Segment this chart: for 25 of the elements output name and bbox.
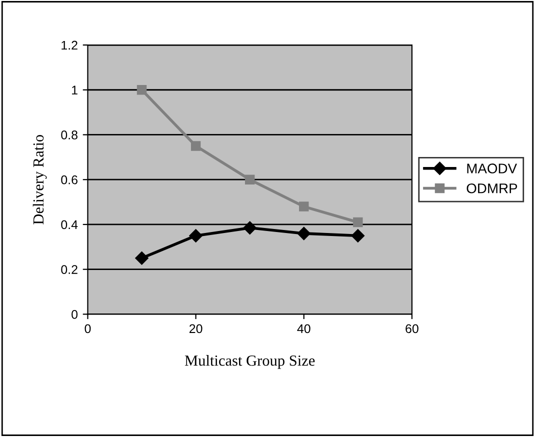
y-tick-label: 0.4	[61, 220, 78, 230]
point	[244, 174, 255, 184]
x-tick-label: 40	[297, 324, 310, 334]
legend-label: MAODV	[467, 164, 517, 174]
y-tick-label: 0.6	[61, 175, 78, 184]
point	[299, 202, 309, 212]
y-tick-label: 0.2	[61, 265, 78, 274]
x-tick-label: 0	[84, 324, 91, 334]
point	[136, 85, 147, 95]
point	[189, 229, 202, 242]
legend-label: ODMRP	[466, 183, 518, 194]
x-tick-label: 60	[406, 324, 418, 334]
y-tick-label: 1.2	[62, 40, 78, 50]
y-axis-title: Delivery Ratio	[32, 135, 47, 224]
point	[351, 229, 365, 242]
point	[190, 141, 201, 151]
point	[243, 221, 256, 234]
point	[353, 217, 363, 228]
y-tick-label: 1	[72, 86, 78, 94]
y-tick-label: 0	[72, 310, 78, 319]
point	[135, 252, 148, 265]
x-axis-title: Multicast Group Size	[184, 355, 315, 369]
point	[297, 226, 310, 240]
x-tick-label: 20	[189, 324, 202, 334]
y-tick-label: 0.8	[61, 130, 78, 140]
